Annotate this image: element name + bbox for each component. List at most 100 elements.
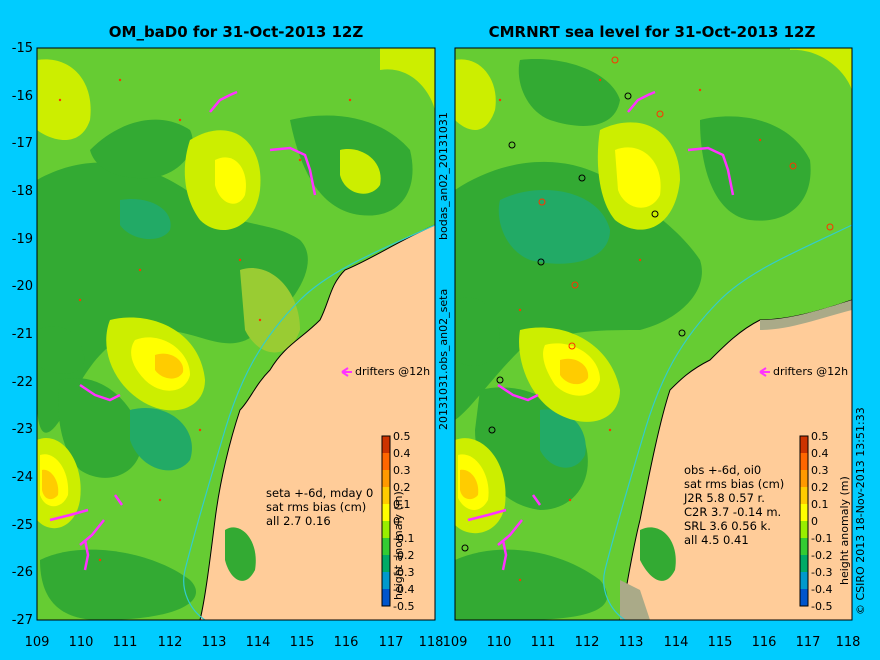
colorbar-swatch [800, 555, 808, 573]
right-panel-title: CMRNRT sea level for 31-Oct-2013 12Z [489, 23, 816, 41]
colorbar-tick-label: 0.4 [393, 447, 411, 460]
x-tick: 111 [531, 635, 556, 650]
y-tick: -22 [12, 375, 33, 390]
x-tick: 113 [619, 635, 644, 650]
x-tick: 118 [419, 635, 444, 650]
colorbar-swatch [382, 487, 390, 505]
x-tick: 115 [290, 635, 315, 650]
right-stats-line-3: J2R 5.8 0.57 r. [683, 491, 765, 505]
colorbar-tick-label: -0.3 [811, 566, 832, 579]
left-drifters-label: drifters @12h [355, 365, 430, 378]
right-drifter-tracks [467, 90, 735, 571]
colorbar-frame [799, 435, 809, 607]
y-tick: -24 [12, 470, 33, 485]
x-tick: 116 [334, 635, 359, 650]
x-tick: 109 [25, 635, 50, 650]
y-tick: -25 [12, 518, 33, 533]
right-stats-line-2: sat rms bias (cm) [684, 477, 784, 491]
colorbar-tick-label: -0.1 [811, 532, 832, 545]
y-tick: -19 [12, 232, 33, 247]
x-tick: 114 [664, 635, 689, 650]
y-tick: -26 [12, 565, 33, 580]
x-tick: 116 [752, 635, 777, 650]
colorbar-tick-label: 0.3 [393, 464, 411, 477]
x-tick: 118 [836, 635, 861, 650]
colorbar-tick-label: 0.3 [811, 464, 829, 477]
x-tick: 111 [113, 635, 138, 650]
y-tick: -16 [12, 89, 33, 104]
x-tick: 117 [379, 635, 404, 650]
colorbar-swatch [382, 436, 390, 454]
left-stats-line-3: all 2.7 0.16 [266, 514, 331, 528]
colorbar-tick-label: -0.2 [393, 549, 414, 562]
colorbar-tick-label: -0.4 [393, 583, 414, 596]
left-colorbar-label: height anomaly (m) [392, 491, 405, 600]
colorbar-tick-label: 0 [811, 515, 818, 528]
left-drifter-legend-arrow [341, 367, 352, 377]
colorbar-swatch [800, 572, 808, 590]
left-contour-field [37, 48, 435, 620]
left-map-panel: OM_baD0 for 31-Oct-2013 12Z [12, 23, 444, 650]
x-tick: 110 [487, 635, 512, 650]
colorbar-tick-label: 0.5 [811, 430, 829, 443]
right-stats-line-1: obs +-6d, oi0 [684, 463, 761, 477]
colorbar-tick-label: -0.1 [393, 532, 414, 545]
colorbar-tick-label: -0.2 [811, 549, 832, 562]
colorbar-swatch [800, 589, 808, 607]
left-colorbar: 0.5 0.4 0.3 0.2 0.1 0 -0.1 -0.2 -0.3 -0.4 -0.5 [381, 430, 414, 613]
colorbar-tick-label: -0.5 [393, 600, 414, 613]
left-stats-line-2: sat rms bias (cm) [266, 500, 366, 514]
colorbar-tick-label: 0.5 [393, 430, 411, 443]
y-tick: -27 [12, 613, 33, 628]
y-tick: -20 [12, 279, 33, 294]
right-colorbar: 0.5 0.4 0.3 0.2 0.1 0 -0.1 -0.2 -0.3 -0.4 -0.5 [799, 430, 832, 613]
right-drifter-legend-arrow [759, 367, 770, 377]
y-tick: -21 [12, 327, 33, 342]
colorbar-swatch [800, 521, 808, 539]
colorbar-tick-label: 0.2 [811, 481, 829, 494]
x-tick: 112 [158, 635, 183, 650]
middle-top-label: bodas_an02_20131031 [437, 112, 450, 240]
colorbar-frame [381, 435, 391, 607]
y-tick: -17 [12, 136, 33, 151]
colorbar-swatch [382, 538, 390, 556]
colorbar-swatch [800, 504, 808, 522]
colorbar-tick-label: -0.3 [393, 566, 414, 579]
right-contour-field [455, 48, 852, 620]
colorbar-swatch [800, 470, 808, 488]
x-tick: 117 [796, 635, 821, 650]
colorbar-swatch [382, 521, 390, 539]
x-tick: 109 [443, 635, 468, 650]
colorbar-swatch [382, 470, 390, 488]
colorbar-tick-label: -0.4 [811, 583, 832, 596]
colorbar-tick-label: 0.4 [811, 447, 829, 460]
y-tick: -15 [12, 41, 33, 56]
x-tick: 115 [708, 635, 733, 650]
colorbar-tick-label: 0 [393, 515, 400, 528]
copyright-label: © CSIRO 2013 18-Nov-2013 13:51:33 [854, 407, 867, 615]
colorbar-swatch [382, 504, 390, 522]
right-stats-line-6: all 4.5 0.41 [684, 533, 749, 547]
right-stats-line-5: SRL 3.6 0.56 k. [684, 519, 771, 533]
colorbar-swatch [800, 538, 808, 556]
colorbar-swatch [800, 487, 808, 505]
right-map-panel: CMRNRT sea level for 31-Oct-2013 12Z [443, 23, 861, 650]
colorbar-swatch [800, 436, 808, 454]
colorbar-swatch [382, 555, 390, 573]
right-drifters-label: drifters @12h [773, 365, 848, 378]
colorbar-swatch [382, 572, 390, 590]
colorbar-swatch [800, 453, 808, 471]
colorbar-tick-label: 0.1 [811, 498, 829, 511]
y-tick: -18 [12, 184, 33, 199]
colorbar-tick-label: 0.2 [393, 481, 411, 494]
right-colorbar-label: height anomaly (m) [838, 476, 851, 585]
right-x-axis: 109 110 111 112 113 114 115 116 117 118 [443, 635, 861, 650]
middle-bottom-label: 20131031.obs_an02_seta [437, 289, 450, 430]
x-tick: 112 [575, 635, 600, 650]
colorbar-swatch [382, 589, 390, 607]
colorbar-swatch [382, 453, 390, 471]
colorbar-tick-label: -0.5 [811, 600, 832, 613]
y-tick: -23 [12, 422, 33, 437]
left-y-axis: -15 -16 -17 -18 -19 -20 -21 -22 -23 -24 … [12, 41, 33, 628]
